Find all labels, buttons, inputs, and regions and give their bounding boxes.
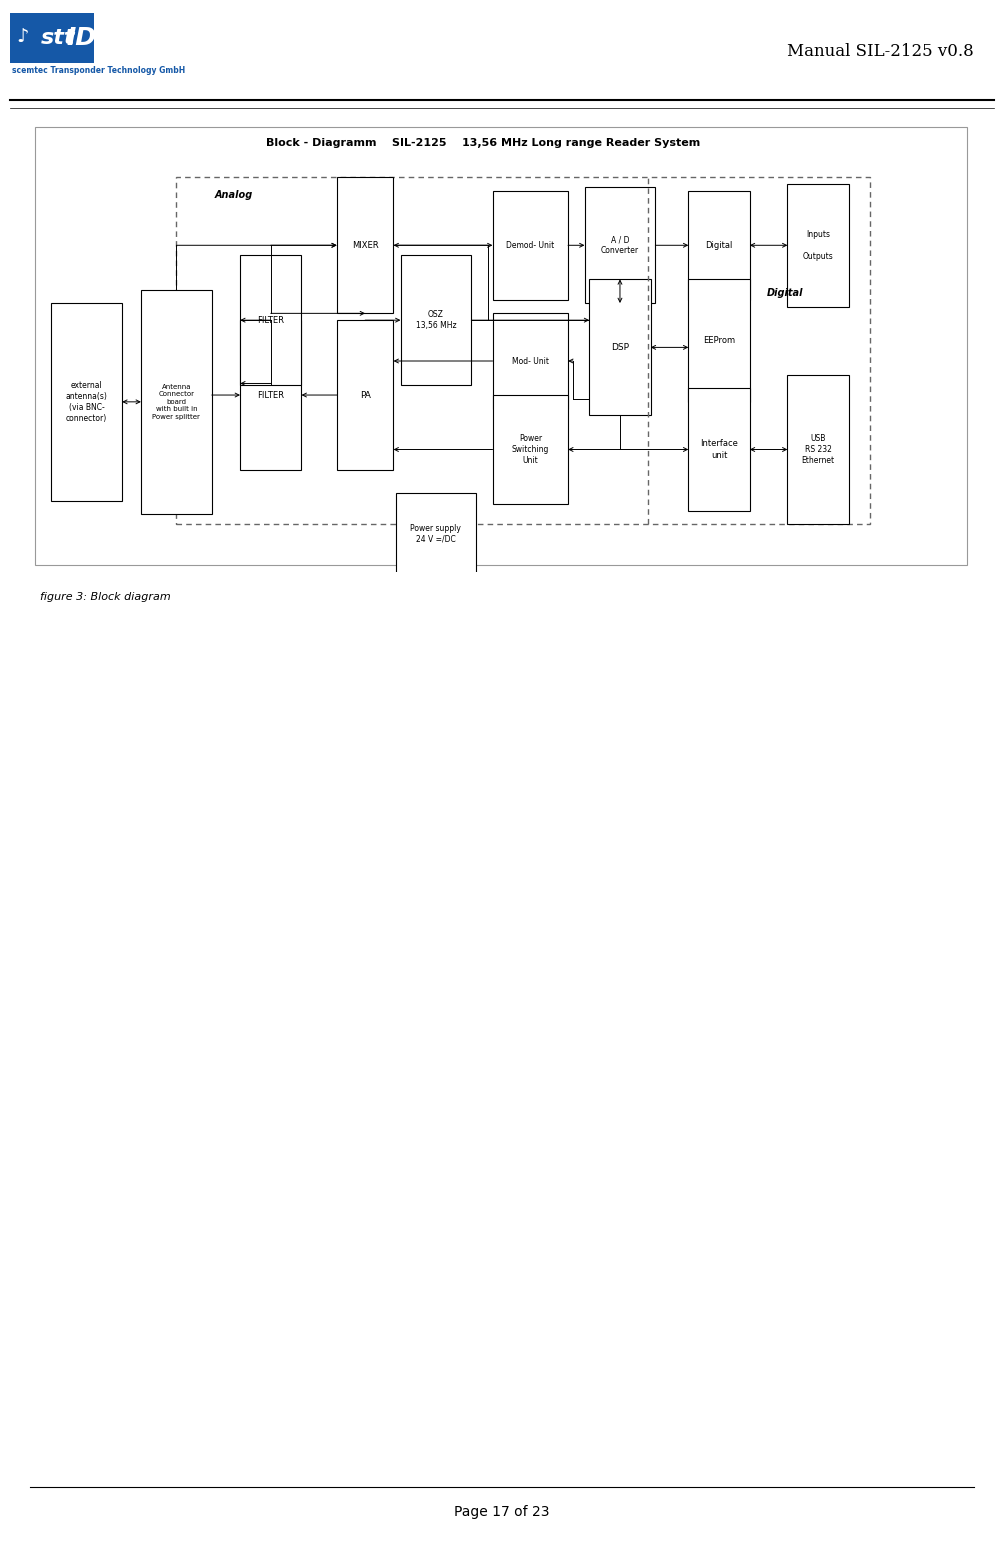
FancyBboxPatch shape — [786, 184, 848, 306]
Text: ID: ID — [66, 26, 96, 49]
FancyBboxPatch shape — [589, 280, 650, 416]
FancyBboxPatch shape — [584, 187, 655, 303]
Text: Digital: Digital — [705, 241, 732, 250]
FancyBboxPatch shape — [337, 178, 393, 314]
Text: Mod- Unit: Mod- Unit — [512, 357, 549, 365]
FancyBboxPatch shape — [140, 289, 212, 515]
Text: scemtec Transponder Technology GmbH: scemtec Transponder Technology GmbH — [12, 65, 186, 74]
Text: Analog: Analog — [214, 190, 252, 199]
Text: stt: stt — [41, 28, 75, 48]
Text: OSZ
13,56 MHz: OSZ 13,56 MHz — [415, 311, 455, 331]
Text: FILTER: FILTER — [257, 391, 284, 399]
FancyBboxPatch shape — [240, 320, 301, 470]
FancyBboxPatch shape — [395, 493, 475, 575]
Text: Manual SIL-2125 v0.8: Manual SIL-2125 v0.8 — [786, 43, 973, 59]
Text: Interface
unit: Interface unit — [699, 439, 737, 459]
FancyBboxPatch shape — [492, 314, 568, 408]
Text: Digital: Digital — [766, 288, 802, 298]
Text: external
antenna(s)
(via BNC-
connector): external antenna(s) (via BNC- connector) — [66, 380, 107, 424]
Text: MIXER: MIXER — [351, 241, 378, 250]
Text: FILTER: FILTER — [257, 315, 284, 325]
FancyBboxPatch shape — [688, 280, 749, 402]
Text: EEProm: EEProm — [702, 335, 734, 345]
Text: Antenna
Connector
board
with built in
Power splitter: Antenna Connector board with built in Po… — [152, 383, 201, 421]
FancyBboxPatch shape — [688, 190, 749, 300]
FancyBboxPatch shape — [688, 388, 749, 510]
Text: Power supply
24 V =/DC: Power supply 24 V =/DC — [410, 524, 461, 544]
Text: USB
RS 232
Ethernet: USB RS 232 Ethernet — [800, 434, 833, 465]
Text: Demod- Unit: Demod- Unit — [506, 241, 554, 250]
Text: figure 3: Block diagram: figure 3: Block diagram — [40, 592, 171, 601]
FancyBboxPatch shape — [10, 12, 94, 63]
FancyBboxPatch shape — [35, 127, 966, 566]
Text: DSP: DSP — [611, 343, 628, 352]
Text: A / D
Converter: A / D Converter — [601, 235, 638, 255]
Text: PA: PA — [359, 391, 370, 399]
Text: Power
Switching
Unit: Power Switching Unit — [512, 434, 549, 465]
FancyBboxPatch shape — [240, 255, 301, 385]
Text: ♪: ♪ — [17, 28, 29, 46]
Text: Inputs

Outputs: Inputs Outputs — [802, 230, 832, 261]
FancyBboxPatch shape — [400, 255, 470, 385]
FancyBboxPatch shape — [51, 303, 122, 501]
FancyBboxPatch shape — [786, 374, 848, 524]
FancyBboxPatch shape — [492, 190, 568, 300]
FancyBboxPatch shape — [337, 320, 393, 470]
FancyBboxPatch shape — [492, 396, 568, 504]
Text: Block - Diagramm    SIL-2125    13,56 MHz Long range Reader System: Block - Diagramm SIL-2125 13,56 MHz Long… — [266, 138, 699, 148]
Text: Page 17 of 23: Page 17 of 23 — [453, 1504, 550, 1520]
